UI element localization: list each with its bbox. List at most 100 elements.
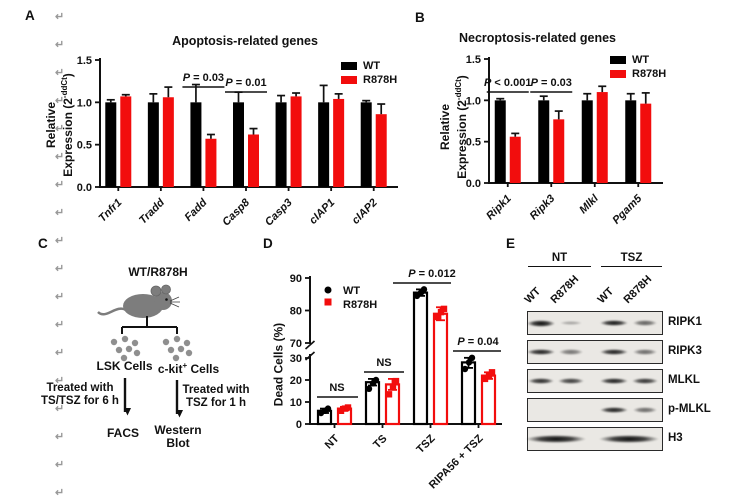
y-tick-label: 20 (290, 375, 302, 387)
panel-b-legend: WT R878H (610, 53, 666, 81)
paragraph-mark: ↵ (55, 67, 65, 79)
category-label: Casp3 (263, 197, 295, 229)
data-point-R878H (440, 305, 448, 313)
blot-band (600, 377, 628, 385)
bar-WT-Ripk1 (494, 100, 506, 183)
y-tick-label: 0.5 (466, 137, 481, 149)
bar-R878H-Mlkl (596, 92, 608, 183)
bar-WT-cIAP2 (360, 102, 372, 187)
paragraph-mark: ↵ (55, 263, 65, 275)
data-point-WT (461, 365, 469, 373)
category-label: Tradd (137, 196, 167, 226)
panel-b-title: Necroptosis-related genes (459, 31, 616, 45)
blot-band (631, 377, 659, 385)
data-point-WT (324, 405, 332, 412)
sig-label: NS (376, 357, 391, 369)
sig-label: P = 0.03 (183, 72, 224, 84)
cell-dot (121, 335, 129, 343)
panel-a-ylabel: Relative Expression (2-ddCt) (44, 45, 75, 205)
category-label: cIAP2 (350, 197, 380, 227)
wt-swatch (610, 56, 626, 64)
y-tick-label: 70 (290, 338, 302, 350)
data-point-R878H (481, 375, 489, 383)
bar-R878H-Pgam5 (640, 103, 652, 183)
bar-R878H-cIAP2 (375, 114, 387, 187)
ckit-cells-dots (162, 335, 193, 362)
ckit-cells-label: c-kit+ Cells (157, 361, 220, 376)
category-label: cIAP1 (307, 197, 337, 227)
blot-band (527, 377, 555, 385)
wt-swatch (341, 62, 357, 70)
r878h-swatch (341, 76, 357, 84)
panel-b-chart: 0.0 0.5 1.0 1.5 Ripk1 Ripk3 Mlkl Pgam5 P < 0.001… (466, 54, 663, 227)
blot-strip-RIPK1 (527, 311, 663, 335)
branch-lines (121, 316, 178, 334)
legend-label-wt: WT (343, 285, 360, 297)
r878h-swatch (610, 70, 626, 78)
paragraph-mark: ↵ (55, 347, 65, 359)
bar-WT-Tnfr1 (105, 102, 117, 187)
data-point-WT (365, 385, 373, 392)
blot-band (558, 377, 584, 385)
y-tick-label: 0 (296, 419, 302, 431)
blot-row-label: MLKL (668, 374, 700, 386)
bar-WT-TSZ (412, 291, 429, 426)
blot-row-label: RIPK1 (668, 316, 702, 328)
y-tick-label: 1.0 (466, 95, 481, 107)
paragraph-mark: ↵ (55, 39, 65, 51)
panel-a-title: Apoptosis-related genes (172, 34, 318, 48)
sig-label: P = 0.012 (408, 268, 455, 280)
panel-a-legend: WT R878H (341, 59, 397, 87)
paragraph-mark: ↵ (55, 207, 65, 219)
paragraph-mark: ↵ (55, 151, 65, 163)
data-point-R878H (488, 369, 496, 376)
r878h-label: R878H (363, 74, 398, 86)
category-label: Fadd (182, 196, 209, 223)
data-point-R878H (437, 308, 445, 316)
blot-strip-H3 (526, 427, 663, 451)
panel-label-d: D (263, 236, 273, 251)
blot-band (527, 319, 555, 327)
cell-dot (173, 335, 181, 343)
bar-WT-Casp3 (275, 102, 287, 187)
bar-WT-Pgam5 (625, 100, 637, 183)
sig-label: NS (329, 382, 344, 394)
mouse-tail (97, 307, 127, 316)
data-point-R878H (433, 313, 441, 321)
cell-dot (172, 354, 180, 362)
blot-band (599, 435, 659, 443)
paragraph-mark: ↵ (55, 95, 65, 107)
legend-row-wt: WT (341, 59, 397, 73)
data-point-R878H (392, 377, 400, 385)
data-point-WT (420, 286, 428, 293)
right-treatment-label: Treated with TSZ for 1 h (182, 384, 250, 409)
bar-R878H-Tradd (162, 97, 174, 187)
blot-strip-MLKL (527, 369, 663, 393)
paragraph-mark: ↵ (55, 235, 65, 247)
bar-R878H-Ripk1 (509, 136, 521, 183)
legend-row-r878h: R878H (341, 73, 397, 87)
y-tick-label: 1.0 (77, 97, 92, 109)
blot-strip-RIPK3 (527, 340, 663, 364)
y-tick-label: 1.5 (466, 54, 481, 66)
mouse-ear (150, 285, 162, 297)
y-tick-label: 80 (290, 306, 302, 318)
bar-R878H-TSZ (432, 312, 449, 426)
cell-dot (167, 346, 175, 354)
legend-marker-r878h (324, 298, 332, 306)
cell-dot (120, 354, 128, 362)
data-point-R878H (344, 404, 352, 411)
data-point-R878H (389, 383, 397, 390)
category-label: Casp8 (220, 196, 252, 228)
bar-WT-Tradd (147, 102, 159, 187)
paragraph-mark: ↵ (55, 123, 65, 135)
lsk-cells-dots (110, 335, 141, 362)
y-tick-label: 90 (290, 273, 302, 285)
blot-strip-p-MLKL (527, 398, 663, 422)
panel-c-diagram (97, 284, 193, 418)
y-tick-label: 0.5 (77, 140, 92, 152)
lsk-cells-label: LSK Cells (96, 359, 153, 373)
cell-dot (133, 349, 141, 357)
